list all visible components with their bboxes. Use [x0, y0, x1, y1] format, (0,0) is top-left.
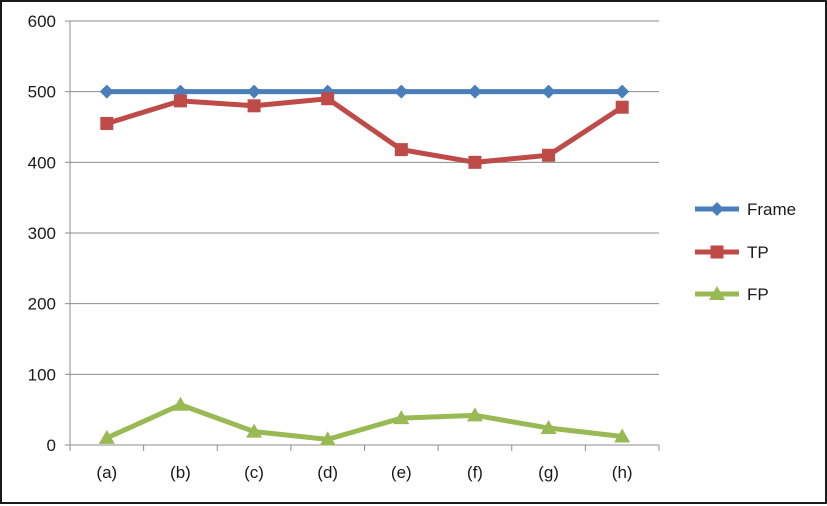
x-tick-label: (b): [170, 463, 191, 482]
tp-point: [173, 94, 187, 108]
legend-label: FP: [747, 285, 769, 304]
legend-label: TP: [747, 243, 769, 262]
legend-item-tp: TP: [695, 243, 769, 262]
x-tick-label: (c): [244, 463, 264, 482]
y-tick-label: 600: [28, 12, 56, 31]
x-axis: (a) (b) (c) (d) (e) (f) (g) (h): [65, 20, 660, 482]
fp-point: [246, 423, 263, 438]
legend-item-fp: FP: [695, 285, 769, 304]
y-tick-label: 100: [28, 365, 56, 384]
fp-point: [393, 410, 410, 425]
x-tick-label: (e): [391, 463, 412, 482]
frame-point: [394, 84, 409, 99]
frame-point: [247, 84, 262, 99]
legend-label: Frame: [747, 200, 796, 219]
fp-point: [466, 407, 483, 422]
x-tick-label: (f): [467, 463, 483, 482]
y-tick-label: 300: [28, 224, 56, 243]
y-axis-ticks: 0 100 200 300 400 500 600: [28, 12, 56, 455]
tp-point: [615, 100, 629, 114]
fp-line: [104, 402, 625, 442]
tp-point: [468, 155, 482, 169]
x-tick-label: (a): [96, 463, 117, 482]
legend-diamond-icon: [710, 202, 724, 216]
fp-point: [540, 420, 557, 435]
fp-point: [172, 396, 189, 411]
x-tick-label: (g): [538, 463, 559, 482]
legend-item-frame: Frame: [695, 200, 796, 219]
frame-point: [541, 84, 556, 99]
legend-square-icon: [710, 245, 724, 259]
frame-point: [615, 84, 630, 99]
frame-point: [99, 84, 114, 99]
tp-point: [394, 143, 408, 157]
fp-point: [319, 431, 336, 446]
tp-point: [100, 116, 114, 130]
fp-point: [614, 428, 631, 443]
frame-point: [467, 84, 482, 99]
legend-triangle-icon: [709, 286, 725, 300]
x-tick-label: (d): [317, 463, 338, 482]
tp-point: [542, 148, 556, 162]
series-fp: [98, 396, 631, 446]
y-tick-label: 0: [47, 436, 56, 455]
grid-lines: [70, 20, 659, 375]
legend: Frame TP FP: [695, 200, 796, 304]
y-tick-label: 200: [28, 295, 56, 314]
tp-line: [104, 96, 625, 165]
series-layer: [98, 84, 631, 446]
y-tick-label: 500: [28, 83, 56, 102]
fp-point: [98, 429, 115, 444]
y-tick-label: 400: [28, 153, 56, 172]
tp-point: [247, 99, 261, 113]
series-tp: [100, 92, 629, 169]
x-tick-label: (h): [612, 463, 633, 482]
tp-point: [321, 92, 335, 106]
